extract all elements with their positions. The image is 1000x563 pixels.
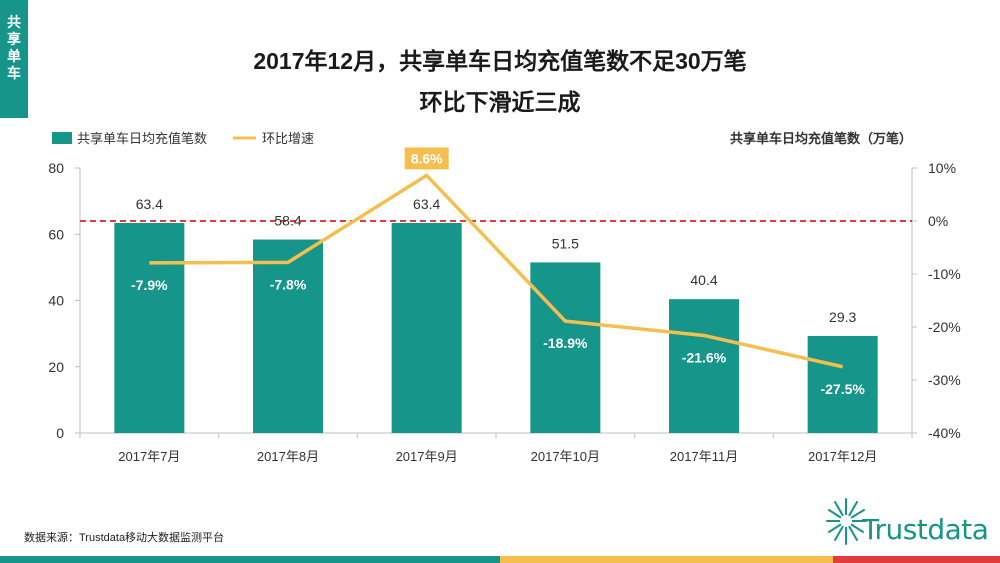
bar	[391, 222, 462, 433]
source-note: 数据来源：Trustdata移动大数据监测平台	[24, 532, 225, 544]
side-tab: 共 享 单 车	[0, 0, 28, 118]
bottom-bar-segment	[666, 556, 834, 563]
y-left-tick-label: 80	[48, 160, 64, 176]
logo-text: Trustdata	[862, 513, 989, 546]
line-value-label: -7.8%	[270, 276, 307, 292]
bar	[253, 239, 323, 433]
bar	[807, 335, 878, 433]
side-tab-char: 共	[7, 14, 21, 30]
y-right-tick-label: -40%	[928, 425, 961, 441]
bar-value-label: 63.4	[413, 196, 440, 212]
line-value-label: -21.6%	[682, 349, 727, 365]
bar-value-label: 58.4	[274, 213, 301, 229]
bottom-bar-segment	[500, 556, 667, 563]
bar-value-label: 63.4	[136, 196, 163, 212]
side-tab-char: 享	[7, 31, 21, 47]
bar	[530, 262, 601, 433]
y-right-tick-label: 10%	[928, 160, 956, 176]
y-left-tick-label: 60	[48, 226, 64, 242]
side-tab-char: 车	[7, 65, 21, 81]
bar-value-label: 40.4	[690, 272, 717, 288]
bar	[669, 299, 739, 433]
y-right-tick-label: -10%	[928, 266, 961, 282]
legend-bar-swatch	[52, 132, 72, 144]
x-tick-label: 2017年9月	[396, 449, 458, 464]
x-tick-label: 2017年8月	[257, 449, 319, 464]
highlight-label-box	[404, 147, 449, 170]
x-tick-label: 2017年7月	[118, 449, 180, 464]
bar	[114, 222, 185, 433]
y-right-tick-label: -20%	[928, 319, 961, 335]
y-right-tick-label: 0%	[928, 213, 948, 229]
x-tick-label: 2017年12月	[808, 449, 877, 464]
y-left-tick-label: 0	[56, 425, 64, 441]
line-value-label: -27.5%	[820, 381, 865, 397]
bar-value-label: 29.3	[829, 309, 856, 325]
y-right-tick-label: -30%	[928, 372, 961, 388]
growth-line	[149, 173, 844, 369]
legend-line-label: 环比增速	[262, 131, 314, 146]
line-value-label: -18.9%	[543, 335, 588, 351]
x-tick-label: 2017年10月	[531, 449, 600, 464]
line-value-label: 8.6%	[411, 150, 443, 166]
y-left-tick-label: 20	[48, 359, 64, 375]
bar-value-label: 51.5	[552, 235, 579, 251]
legend-bar-label: 共享单车日均充值笔数	[77, 131, 207, 146]
bottom-bar-segment	[166, 556, 334, 563]
bottom-color-bar	[0, 556, 1000, 563]
unit-label: 共享单车日均充值笔数（万笔）	[730, 131, 912, 146]
line-value-label: -7.9%	[131, 277, 168, 293]
chart-title: 2017年12月，共享单车日均充值笔数不足30万笔	[253, 48, 747, 74]
side-tab-char: 单	[7, 48, 21, 64]
y-left-tick-label: 40	[48, 293, 64, 309]
x-tick-label: 2017年11月	[670, 449, 738, 464]
bottom-bar-segment	[333, 556, 501, 563]
bottom-bar-segment	[0, 556, 167, 563]
bottom-bar-segment	[833, 556, 1000, 563]
trustdata-logo-icon	[826, 498, 867, 545]
chart-subtitle: 环比下滑近三成	[419, 89, 581, 115]
